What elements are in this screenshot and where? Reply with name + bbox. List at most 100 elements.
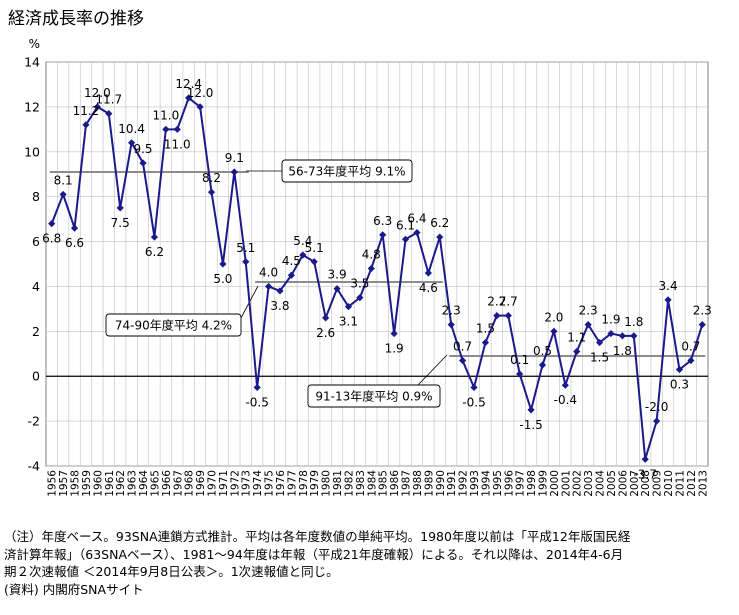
data-label: 2.6 [316, 326, 335, 340]
data-point [70, 224, 79, 232]
x-tick-label: 2011 [674, 470, 686, 497]
data-label: 11.7 [95, 93, 122, 107]
data-point [459, 356, 467, 365]
data-label: 3.5 [350, 277, 369, 291]
data-label: 0.1 [510, 353, 529, 367]
x-tick-label: 1978 [298, 470, 310, 497]
y-tick-label: 8 [32, 189, 40, 204]
data-point [470, 383, 478, 392]
x-tick-label: 1985 [378, 470, 390, 497]
y-tick-label: 2 [32, 324, 40, 339]
y-axis-label: % [29, 37, 40, 51]
data-label: 2.3 [579, 304, 598, 318]
average-callout-box [105, 313, 242, 337]
data-label: -2.0 [645, 400, 668, 414]
data-point [390, 329, 398, 338]
data-point [538, 361, 547, 369]
data-point [379, 231, 387, 239]
data-point [173, 125, 181, 133]
data-point [481, 338, 490, 347]
x-tick-label: 2009 [652, 470, 664, 497]
series-line [50, 96, 704, 460]
data-point [356, 294, 364, 302]
y-tick-label: 4 [32, 279, 40, 294]
x-tick-label: 1973 [241, 470, 253, 497]
data-point [264, 282, 273, 291]
average-callout-label: 91-13年度平均 0.9% [315, 389, 432, 404]
data-label: 6.3 [373, 214, 392, 228]
x-tick-label: 1984 [366, 470, 378, 497]
data-label: 2.7 [487, 295, 506, 309]
x-tick-label: 1987 [401, 470, 413, 497]
x-tick-label: 1982 [343, 470, 355, 497]
data-label: -1.5 [519, 418, 542, 432]
average-callout-box [307, 384, 441, 408]
data-point [516, 370, 524, 378]
data-label: 11.0 [152, 108, 179, 122]
data-point [493, 312, 501, 320]
y-tick-label: 12 [24, 99, 40, 114]
data-label: 1.9 [601, 313, 620, 327]
x-tick-label: 2004 [595, 470, 607, 497]
data-point [105, 110, 113, 118]
x-tick-label: 1969 [195, 470, 207, 497]
x-tick-label: 2000 [549, 470, 561, 497]
data-point [630, 332, 638, 340]
data-point [196, 103, 204, 111]
data-point [310, 258, 318, 266]
x-tick-label: 1959 [81, 470, 93, 497]
x-tick-label: 1999 [538, 470, 550, 497]
data-point [48, 220, 56, 228]
data-point [595, 338, 604, 347]
x-tick-label: 1980 [321, 470, 333, 497]
data-point [550, 327, 558, 335]
data-label: 5.0 [213, 272, 232, 286]
x-tick-label: 2003 [583, 470, 595, 497]
data-label: 6.6 [65, 236, 84, 250]
data-label: 8.1 [54, 173, 73, 187]
y-tick-label: 0 [32, 369, 40, 384]
x-tick-label: 1971 [218, 470, 230, 497]
data-point [322, 314, 330, 322]
data-label: 8.2 [202, 171, 221, 185]
x-tick-label: 1960 [92, 470, 104, 497]
data-label: 0.7 [453, 340, 472, 354]
data-point [82, 121, 90, 129]
data-label: 1.8 [624, 315, 643, 329]
data-label: 10.4 [118, 122, 145, 136]
x-tick-label: 1974 [252, 470, 264, 497]
data-point [675, 365, 684, 374]
data-label: -3.7 [634, 467, 657, 481]
x-tick-label: 1989 [423, 470, 435, 497]
data-point [219, 260, 227, 268]
y-tick-label: -2 [28, 414, 40, 429]
x-tick-label: 1990 [435, 470, 447, 497]
x-tick-label: 2012 [686, 470, 698, 497]
data-label: 4.8 [362, 247, 381, 261]
data-label: 0.3 [670, 377, 689, 391]
average-callout-box [281, 159, 413, 183]
x-tick-label: 1995 [492, 470, 504, 497]
data-label: 5.4 [293, 234, 312, 248]
x-tick-label: 1981 [332, 470, 344, 497]
data-point [59, 190, 67, 199]
data-label: 1.5 [476, 322, 495, 336]
data-label: -0.4 [554, 393, 577, 407]
x-tick-label: 1998 [526, 470, 538, 497]
data-label: 11.2 [73, 104, 100, 118]
x-tick-label: 1997 [515, 470, 527, 497]
y-tick-label: 14 [24, 55, 40, 70]
x-tick-label: 1988 [412, 470, 424, 497]
x-tick-label: 1967 [172, 470, 184, 497]
data-label: 6.1 [396, 218, 415, 232]
data-point [253, 383, 261, 392]
data-label: 3.8 [270, 299, 289, 313]
data-label: 5.1 [305, 241, 324, 255]
data-label: 3.1 [339, 315, 358, 329]
data-label: 3.4 [659, 279, 678, 293]
x-tick-label: 1956 [47, 470, 59, 497]
chart-notes: （注）年度ベース。93SNA連鎖方式推計。平均は各年度数値の単純平均。1980年… [4, 528, 734, 598]
data-point [447, 321, 455, 329]
average-callout-label: 74-90年度平均 4.2% [115, 318, 232, 333]
data-label: 2.7 [499, 295, 518, 309]
